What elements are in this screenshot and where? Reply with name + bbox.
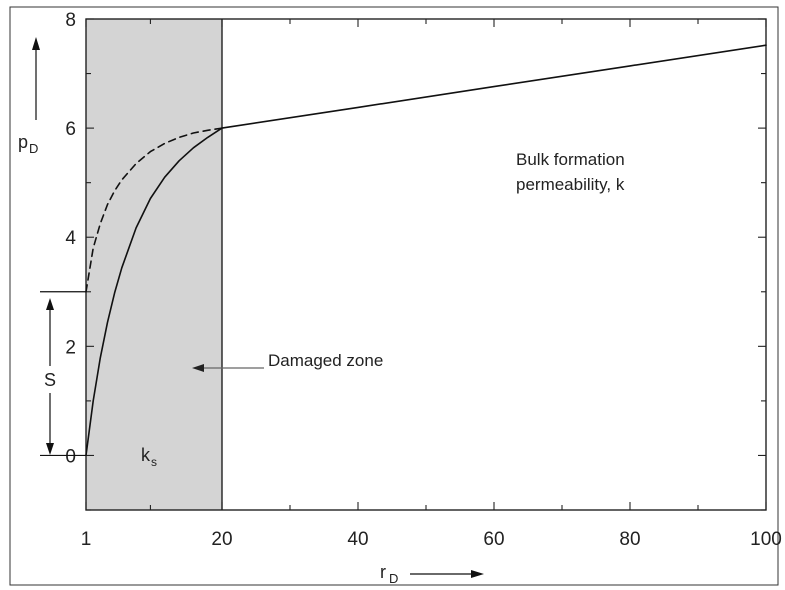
s-arrow-up-head [46, 298, 54, 310]
y-tick-label: 0 [65, 446, 76, 467]
ks-label: k s [141, 445, 157, 469]
damaged-zone-arrow-head [192, 364, 204, 372]
x-tick-label: 40 [347, 529, 368, 550]
damaged-zone-shading [86, 19, 222, 510]
y-tick-label: 2 [65, 337, 76, 358]
s-label: S [44, 370, 56, 390]
y-tick-label: 4 [65, 228, 76, 249]
axis-ticks [85, 18, 767, 511]
bulk-formation-label-line2: permeability, k [516, 175, 625, 194]
ks-label-sub: s [151, 455, 157, 469]
y-axis-label-sub: D [29, 141, 38, 156]
y-tick-label: 8 [65, 10, 76, 31]
x-tick-label: 20 [211, 529, 232, 550]
x-tick-label: 1 [81, 529, 92, 550]
x-axis-label-sub: D [389, 571, 398, 586]
x-tick-label: 60 [483, 529, 504, 550]
series-layer [85, 44, 767, 457]
ks-label-main: k [141, 445, 151, 465]
bulk-formation-label-line1: Bulk formation [516, 150, 625, 169]
damaged-zone-annotation: Damaged zone [192, 351, 383, 372]
y-tick-label: 6 [65, 119, 76, 140]
y-axis-label-main: p [18, 132, 28, 152]
series-line-dashed [85, 127, 223, 293]
axis-tick-labels: 1 20 40 60 80 100 0 2 4 6 8 [65, 10, 781, 550]
x-tick-label: 100 [750, 529, 782, 550]
s-arrow-down-head [46, 443, 54, 455]
x-axis-arrow-head [471, 570, 484, 578]
figure-frame [9, 6, 779, 586]
y-axis-arrow-head [32, 37, 40, 50]
skin-factor-marker: S [40, 291, 86, 457]
x-axis-label-main: r [380, 562, 386, 582]
x-axis-label: r D [380, 562, 484, 586]
x-tick-label: 80 [619, 529, 640, 550]
y-axis-label: p D [18, 37, 40, 156]
damaged-zone-label: Damaged zone [268, 351, 383, 370]
series-line-solid [85, 44, 767, 457]
